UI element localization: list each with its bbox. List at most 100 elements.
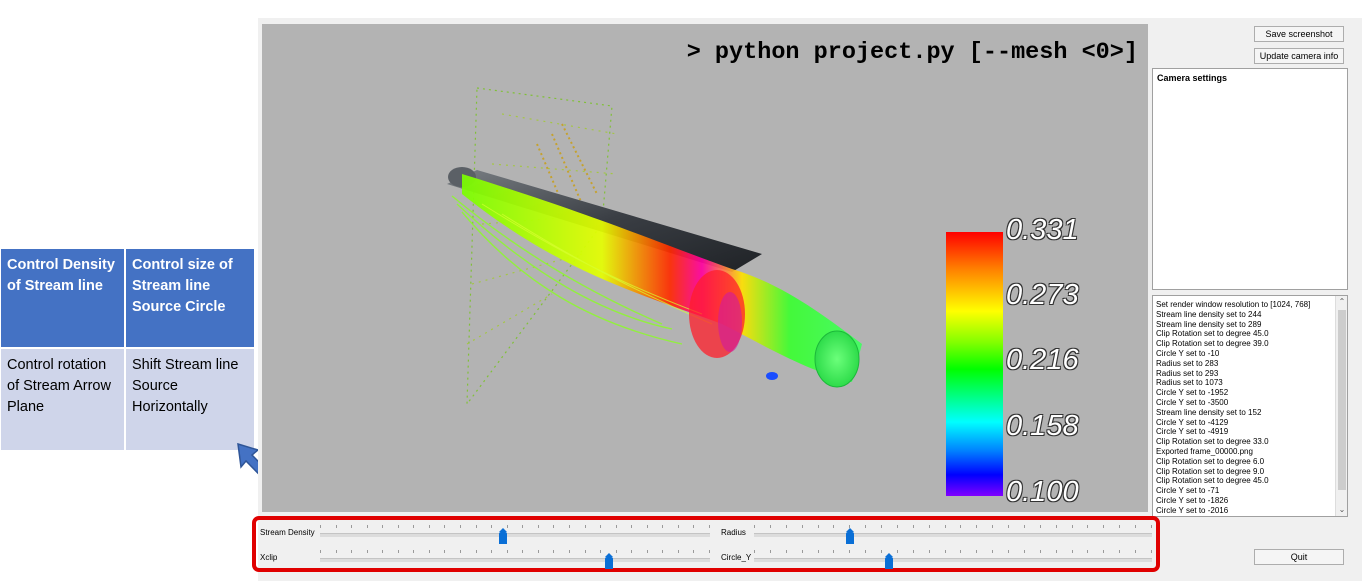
slider-tick: [754, 550, 755, 553]
slider-tick: [802, 550, 803, 553]
xclip-slider[interactable]: [320, 550, 710, 569]
slider-tick: [1024, 525, 1025, 528]
radius-handle[interactable]: [846, 528, 854, 544]
slider-tick: [849, 525, 850, 528]
slider-tick: [460, 550, 461, 553]
slider-tick: [945, 525, 946, 528]
slider-tick: [770, 550, 771, 553]
stream-density-handle[interactable]: [499, 528, 507, 544]
slider-tick: [1151, 525, 1152, 528]
slider-tick: [647, 525, 648, 528]
slider-tick: [585, 550, 586, 553]
stream-density-slider[interactable]: [320, 525, 710, 544]
log-line: Set render window resolution to [1024, 7…: [1156, 300, 1311, 309]
log-line: Radius set to 283: [1156, 358, 1219, 368]
save-screenshot-button[interactable]: Save screenshot: [1254, 26, 1344, 42]
log-line: Clip Rotation set to degree 6.0: [1156, 456, 1265, 466]
slider-tick: [616, 525, 617, 528]
slider-tick: [585, 525, 586, 528]
slider-tick: [1151, 550, 1152, 553]
colorbar-label-max: 0.331: [1006, 214, 1079, 246]
radius-label: Radius: [721, 528, 746, 537]
slider-tick: [929, 525, 930, 528]
slider-tick: [569, 525, 570, 528]
log-line: Radius set to 293: [1156, 368, 1219, 378]
slider-tick: [553, 525, 554, 528]
slider-tick: [382, 525, 383, 528]
slider-tick: [320, 525, 321, 528]
slider-tick: [992, 525, 993, 528]
slider-tick: [960, 525, 961, 528]
camera-settings-box[interactable]: Camera settings: [1152, 68, 1348, 290]
log-line: Stream line density set to 289: [1156, 319, 1262, 329]
log-line: Exported frame_00000.png: [1156, 446, 1253, 456]
slider-tick: [367, 525, 368, 528]
colorbar-legend: [946, 232, 1003, 496]
slider-tick: [1103, 525, 1104, 528]
slider-tick: [678, 525, 679, 528]
slider-tick: [865, 550, 866, 553]
quit-button[interactable]: Quit: [1254, 549, 1344, 565]
circle-y-handle[interactable]: [885, 553, 893, 569]
slider-tick: [693, 525, 694, 528]
slider-tick: [960, 550, 961, 553]
slider-tick: [647, 550, 648, 553]
slider-tick: [693, 550, 694, 553]
update-camera-button[interactable]: Update camera info: [1254, 48, 1344, 64]
slider-tick: [522, 525, 523, 528]
log-line: Clip Rotation set to degree 33.0: [1156, 437, 1269, 447]
slider-tick: [1072, 525, 1073, 528]
slider-tick: [600, 550, 601, 553]
slider-tick: [413, 525, 414, 528]
slider-tick: [678, 550, 679, 553]
colorbar-label-2: 0.273: [1006, 279, 1079, 311]
slider-tick: [818, 525, 819, 528]
slider-tick: [802, 525, 803, 528]
slider-tick: [631, 550, 632, 553]
log-output[interactable]: Set render window resolution to [1024, 7…: [1152, 295, 1348, 517]
slider-tick: [1056, 525, 1057, 528]
log-scrollbar[interactable]: ⌃ ⌄: [1335, 296, 1347, 516]
slider-tick: [1072, 550, 1073, 553]
slider-tick: [336, 550, 337, 553]
scroll-down-icon[interactable]: ⌄: [1338, 505, 1346, 514]
slider-tick: [491, 525, 492, 528]
slider-tick: [553, 550, 554, 553]
slider-tick: [662, 550, 663, 553]
slider-tick: [1056, 550, 1057, 553]
slider-tick: [754, 525, 755, 528]
colorbar-label-4: 0.158: [1006, 410, 1079, 442]
log-line: Clip Rotation set to degree 9.0: [1156, 466, 1265, 476]
slider-tick: [476, 550, 477, 553]
slider-tick: [351, 550, 352, 553]
slider-tick: [849, 550, 850, 553]
slider-tick: [929, 550, 930, 553]
slider-tick: [367, 550, 368, 553]
xclip-handle[interactable]: [605, 553, 613, 569]
slider-tick: [881, 550, 882, 553]
app-window: > python project.py [--mesh <0>] 0.331 0…: [252, 18, 1362, 581]
log-line: Clip Rotation set to degree 45.0: [1156, 476, 1269, 486]
slider-tick: [569, 550, 570, 553]
circle-y-slider[interactable]: [754, 550, 1152, 569]
slider-panel: Stream Density Radius Xclip Circle_Y: [252, 516, 1160, 572]
log-line: Circle Y set to -4919: [1156, 427, 1229, 437]
streamline-visualization: [447, 87, 862, 406]
slider-tick: [1103, 550, 1104, 553]
slider-tick: [1008, 525, 1009, 528]
radius-slider[interactable]: [754, 525, 1152, 544]
command-overlay: > python project.py [--mesh <0>]: [686, 39, 1138, 66]
colorbar-label-3: 0.216: [1006, 344, 1079, 376]
slider-tick: [913, 550, 914, 553]
slider-tick: [881, 525, 882, 528]
slider-tick: [976, 525, 977, 528]
camera-settings-title: Camera settings: [1157, 73, 1228, 83]
scroll-up-icon[interactable]: ⌃: [1338, 297, 1346, 306]
slider-tick: [1008, 550, 1009, 553]
slider-tick: [897, 525, 898, 528]
render-viewport[interactable]: > python project.py [--mesh <0>] 0.331 0…: [262, 24, 1148, 512]
slider-tick: [945, 550, 946, 553]
log-line: Circle Y set to -71: [1156, 486, 1220, 496]
scroll-thumb[interactable]: [1338, 310, 1346, 490]
log-line: Radius set to 1073: [1156, 378, 1223, 388]
